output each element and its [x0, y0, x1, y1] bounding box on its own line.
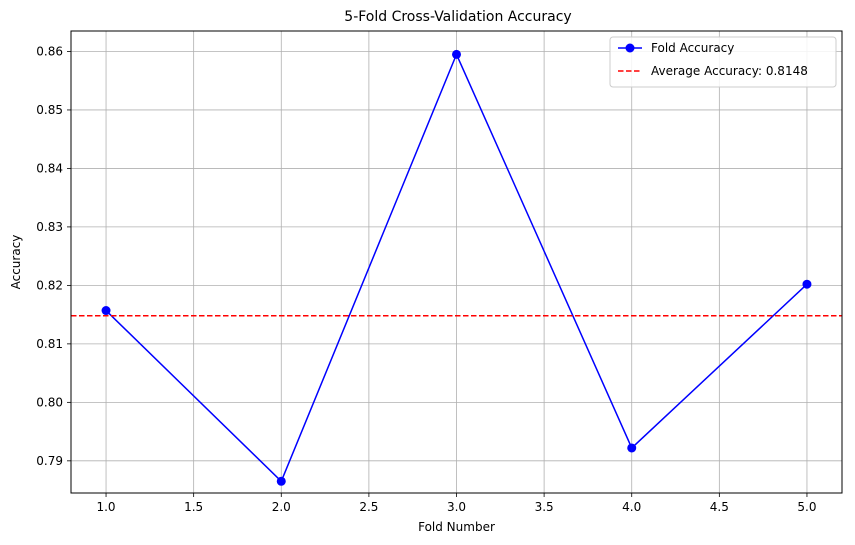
legend-box [609, 36, 837, 88]
x-axis-label: Fold Number [418, 520, 495, 534]
x-tick-label: 3.0 [447, 500, 466, 514]
data-point [802, 279, 812, 289]
legend-entry-average-accuracy: Average Accuracy: 0.8148 [651, 64, 808, 78]
legend-marker-fold-accuracy [625, 43, 635, 53]
data-point [452, 49, 461, 59]
data-point [101, 306, 111, 316]
y-tick-label: 0.79 [36, 454, 63, 468]
legend-entry-fold-accuracy: Fold Accuracy [651, 41, 734, 55]
y-tick-label: 0.84 [36, 161, 63, 175]
data-point [627, 443, 637, 453]
x-tick-label: 2.0 [272, 500, 291, 514]
y-tick-label: 0.80 [36, 395, 63, 409]
legend: Fold Accuracy Average Accuracy: 0.8148 [609, 36, 837, 88]
data-point [276, 476, 286, 486]
y-tick-label: 0.85 [36, 103, 63, 117]
y-tick-label: 0.86 [36, 44, 63, 58]
grid-lines [71, 31, 842, 493]
x-tick-label: 1.0 [96, 500, 115, 514]
axis-ticks: 1.0 1.5 2.0 2.5 3.0 3.5 4.0 4.5 5.0 0.79 0.80 0.81 0… [36, 44, 816, 514]
y-tick-label: 0.83 [36, 220, 63, 234]
y-tick-label: 0.81 [36, 337, 63, 351]
x-tick-label: 3.5 [535, 500, 554, 514]
y-axis-label: Accuracy [9, 235, 23, 290]
plot-area [71, 49, 842, 486]
chart-title: 5-Fold Cross-Validation Accuracy [344, 9, 571, 25]
x-tick-label: 5.0 [797, 500, 816, 514]
y-tick-label: 0.82 [36, 278, 63, 292]
x-tick-label: 4.5 [710, 500, 729, 514]
x-tick-label: 1.5 [184, 500, 203, 514]
x-tick-label: 2.5 [359, 500, 378, 514]
x-tick-label: 4.0 [622, 500, 641, 514]
